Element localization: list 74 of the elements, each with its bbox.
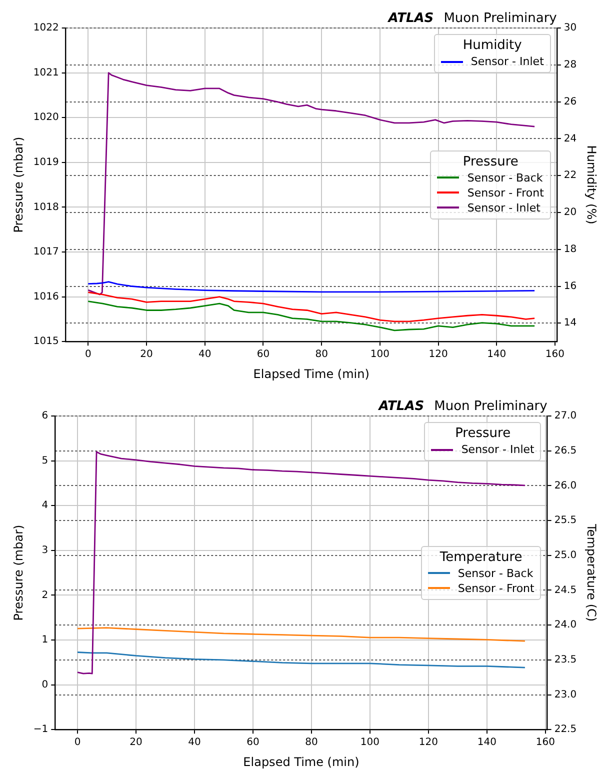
- x-tick-label: 140: [477, 737, 496, 748]
- x-tick-label: 80: [305, 737, 318, 748]
- x-tick-label: 100: [370, 349, 390, 360]
- chart-title: ATLAS: [388, 11, 434, 26]
- y2-tick-label: 27.0: [554, 410, 577, 422]
- x-tick-label: 0: [84, 349, 92, 360]
- legend-label: Sensor - Inlet: [470, 54, 544, 69]
- y2-tick-label: 22.5: [554, 724, 577, 736]
- y2-tick-label: 16: [564, 280, 577, 292]
- y-tick-label: −1: [33, 724, 48, 736]
- y-tick-label: 1022: [33, 22, 59, 34]
- y-axis-title: Pressure (mbar): [11, 136, 26, 233]
- x-tick-label: 40: [198, 349, 212, 360]
- y-tick-label: 1016: [33, 291, 59, 302]
- y-tick-label: 6: [42, 410, 48, 422]
- chart-title: ATLAS: [378, 399, 424, 414]
- y2-tick-label: 18: [564, 244, 577, 255]
- y2-axis-title: Temperature (C): [584, 523, 599, 622]
- chart-subtitle: Muon Preliminary: [434, 399, 548, 414]
- y2-tick-label: 24.0: [554, 620, 577, 631]
- y2-tick-label: 28: [564, 59, 577, 70]
- x-axis-title: Elapsed Time (min): [253, 366, 370, 381]
- x-tick-label: 100: [360, 737, 380, 748]
- y2-tick-label: 23.0: [554, 689, 577, 700]
- y-tick-label: 1015: [33, 336, 59, 348]
- y-tick-label: 5: [42, 455, 48, 466]
- y-tick-label: 0: [42, 679, 48, 690]
- y-tick-label: 4: [42, 500, 48, 512]
- y2-tick-label: 25.0: [554, 550, 577, 561]
- y2-tick-label: 24.5: [554, 584, 577, 596]
- x-tick-label: 0: [74, 737, 81, 748]
- y2-tick-label: 26: [564, 96, 577, 108]
- text: Temperature: [440, 550, 522, 565]
- text: Pressure: [462, 154, 518, 170]
- legend-label: Sensor - Front: [467, 185, 544, 200]
- x-tick-label: 160: [545, 349, 565, 360]
- x-tick-label: 60: [256, 349, 270, 360]
- y2-tick-label: 26.0: [554, 480, 577, 492]
- x-tick-label: 20: [140, 349, 153, 360]
- y2-tick-label: 26.5: [554, 445, 577, 456]
- legend-label: Sensor - Inlet: [467, 200, 540, 216]
- y-tick-label: 3: [42, 544, 48, 556]
- x-tick-label: 140: [487, 349, 506, 360]
- y-tick-label: 1018: [33, 202, 59, 213]
- y-tick-label: 1020: [33, 112, 59, 124]
- y2-tick-label: 23.5: [554, 654, 577, 666]
- x-tick-label: 120: [428, 349, 448, 360]
- y2-tick-label: 25.5: [554, 515, 577, 526]
- y-tick-label: 1017: [33, 246, 59, 258]
- chart-subtitle: Muon Preliminary: [444, 11, 557, 26]
- legend-label: Sensor - Front: [458, 580, 534, 596]
- y-tick-label: 1021: [33, 67, 59, 78]
- y2-axis-title: Humidity (%): [584, 145, 599, 224]
- x-tick-label: 60: [246, 737, 260, 748]
- legend-label: Sensor - Back: [467, 170, 543, 186]
- y2-tick-label: 14: [564, 318, 577, 329]
- y2-tick-label: 22: [564, 170, 577, 182]
- x-tick-label: 80: [315, 349, 328, 360]
- x-tick-label: 120: [418, 737, 438, 748]
- y-tick-label: 1019: [33, 156, 59, 168]
- legend-label: Sensor - Back: [458, 566, 534, 581]
- x-tick-label: 20: [130, 737, 142, 748]
- text: Humidity: [462, 38, 522, 53]
- x-tick-label: 40: [188, 737, 201, 748]
- x-tick-label: 160: [536, 737, 555, 748]
- y2-tick-label: 24: [564, 133, 577, 144]
- legend-label: Sensor - Inlet: [461, 442, 534, 457]
- y2-tick-label: 30: [564, 22, 577, 34]
- y-tick-label: 2: [42, 590, 48, 601]
- y-tick-label: 1: [42, 634, 48, 646]
- y-axis-title: Pressure (mbar): [11, 524, 26, 621]
- x-axis-title: Elapsed Time (min): [243, 754, 360, 769]
- y2-tick-label: 20: [564, 207, 577, 218]
- text: Pressure: [455, 426, 511, 441]
